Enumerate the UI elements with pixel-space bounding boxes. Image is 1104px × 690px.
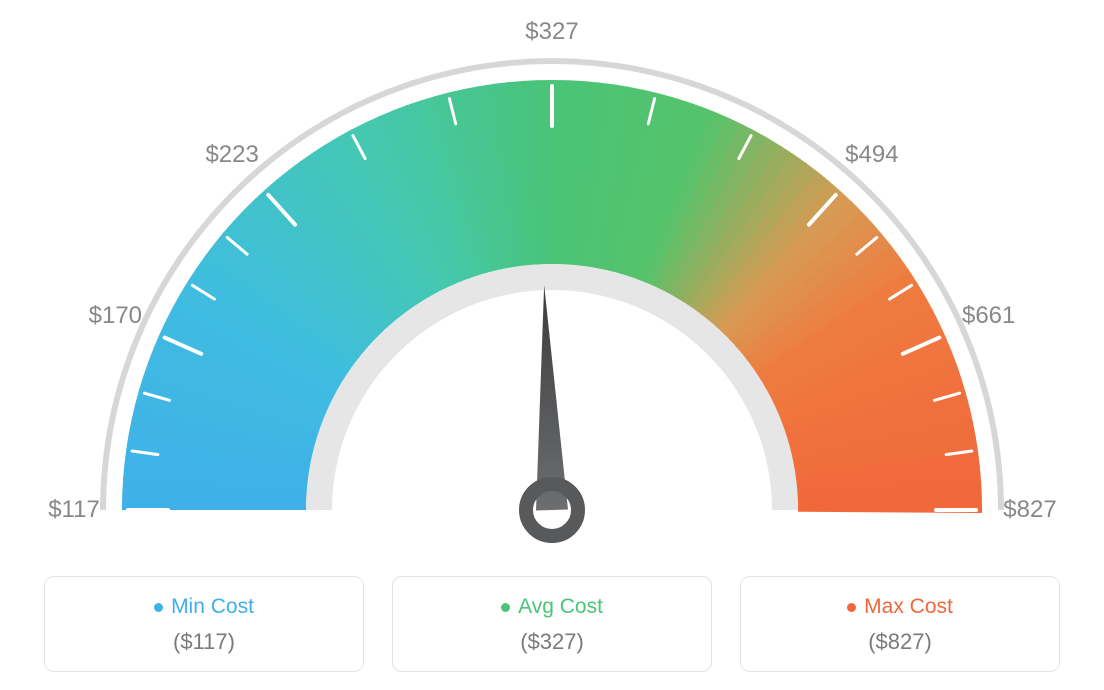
dot-icon (501, 603, 510, 612)
legend-label: Max Cost (864, 595, 953, 619)
gauge-tick-label: $327 (525, 18, 578, 46)
legend-card-max: Max Cost ($827) (740, 576, 1060, 672)
gauge-tick-label: $661 (962, 302, 1015, 330)
gauge-tick-label: $117 (48, 496, 100, 524)
gauge-chart: $117 $170 $223 $327 $494 $661 $827 (0, 0, 1104, 560)
legend-label: Avg Cost (518, 595, 603, 619)
legend-value-avg: ($327) (403, 629, 701, 655)
dot-icon (847, 603, 856, 612)
legend-value-max: ($827) (751, 629, 1049, 655)
gauge-tick-label: $827 (1003, 496, 1056, 524)
legend-row: Min Cost ($117) Avg Cost ($327) Max Cost… (0, 576, 1104, 672)
legend-card-avg: Avg Cost ($327) (392, 576, 712, 672)
legend-card-min: Min Cost ($117) (44, 576, 364, 672)
legend-title-min: Min Cost (154, 595, 254, 619)
gauge-tick-label: $494 (845, 141, 898, 169)
gauge-svg (0, 0, 1104, 560)
gauge-tick-label: $170 (89, 302, 142, 330)
legend-title-avg: Avg Cost (501, 595, 603, 619)
legend-value-min: ($117) (55, 629, 353, 655)
gauge-tick-label: $223 (205, 141, 258, 169)
legend-title-max: Max Cost (847, 595, 953, 619)
legend-label: Min Cost (171, 595, 254, 619)
dot-icon (154, 603, 163, 612)
